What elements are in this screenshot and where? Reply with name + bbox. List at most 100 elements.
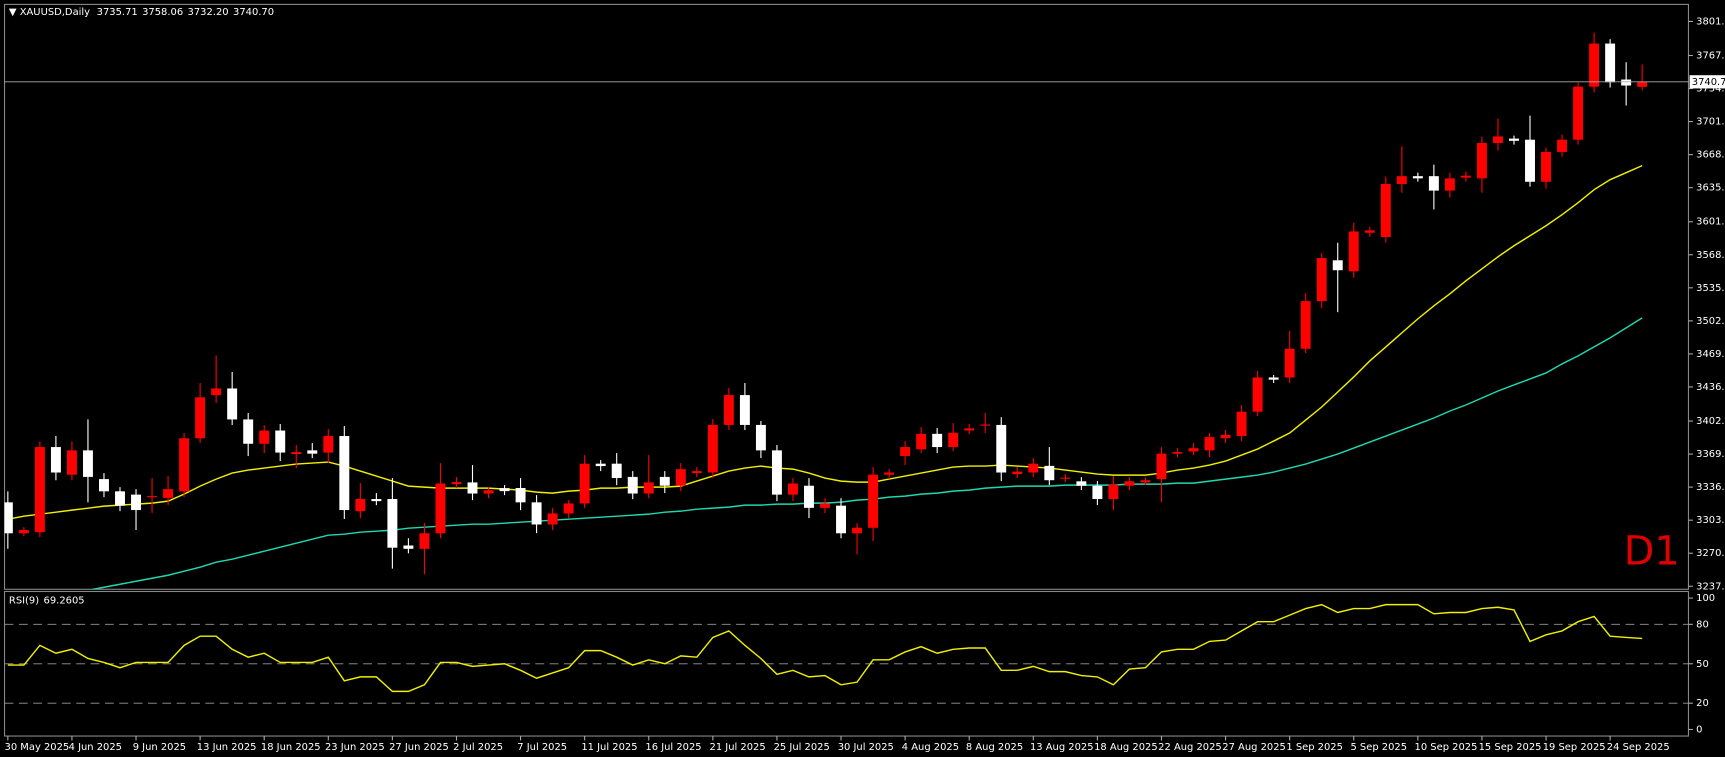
y-tick-label: 3270.00 [1696, 548, 1725, 559]
x-tick-label: 9 Jun 2025 [133, 742, 186, 753]
candle-body [34, 447, 45, 533]
candle-body [339, 436, 350, 511]
candle-body [1236, 411, 1247, 437]
x-tick-label: 25 Jul 2025 [774, 742, 830, 753]
x-tick-label: 22 Aug 2025 [1158, 742, 1222, 753]
open-label: 3735.71 [97, 7, 138, 18]
candle-body [996, 424, 1007, 473]
candle-body [131, 494, 141, 511]
y-tick-label: 3767.00 [1696, 50, 1725, 61]
candle-body [483, 490, 494, 494]
candle-body [1589, 43, 1600, 87]
candle-body [932, 433, 943, 448]
candle-body [787, 483, 798, 495]
candle-body [1348, 231, 1359, 272]
candle-body [1284, 348, 1295, 378]
y-tick-label: 3237.00 [1696, 581, 1725, 592]
candle-body [1509, 138, 1519, 141]
candle-body [499, 488, 510, 492]
candle-body [467, 482, 478, 494]
candle-body [643, 482, 654, 494]
y-tick-label: 3535.00 [1696, 283, 1725, 294]
candle-body [547, 513, 558, 525]
candle-body [1460, 175, 1471, 178]
candle-body [1396, 176, 1407, 184]
candle-body [980, 424, 991, 426]
x-tick-label: 18 Jun 2025 [261, 742, 321, 753]
candle-body [1492, 136, 1503, 144]
candle-body [1268, 377, 1279, 380]
candle-body [1252, 377, 1263, 412]
candle-body [1108, 484, 1119, 500]
candle-body [1525, 139, 1535, 182]
candle-body [900, 447, 911, 456]
candle-body [739, 395, 750, 425]
candle-body [804, 485, 814, 508]
candle-body [852, 527, 863, 534]
candle-body [1541, 151, 1551, 182]
candle-body [1557, 139, 1568, 152]
candle-body [659, 476, 670, 486]
candle-body [1124, 481, 1135, 486]
candle-body [1092, 485, 1103, 500]
candle-body [227, 388, 238, 420]
x-tick-label: 30 May 2025 [5, 742, 70, 753]
candle-body [1044, 465, 1055, 481]
y-tick-label: 20 [1696, 698, 1709, 709]
y-tick-label: 3801.00 [1696, 16, 1725, 27]
y-tick-label: 3668.00 [1696, 150, 1725, 161]
low-label: 3732.20 [188, 7, 229, 18]
candle-body [211, 388, 222, 396]
candle-body [755, 424, 766, 451]
current-price-label: 3740.70 [1692, 77, 1725, 88]
close-label: 3740.70 [233, 7, 274, 18]
candle-body [771, 450, 782, 495]
x-tick-label: 13 Jun 2025 [197, 742, 257, 753]
candle-body [307, 450, 318, 454]
y-tick-label: 3601.00 [1696, 217, 1725, 228]
candle-body [451, 482, 462, 485]
candle-body [563, 503, 574, 514]
moving-average [7, 164, 1643, 520]
candle-body [515, 488, 526, 503]
candle-body [707, 424, 718, 473]
y-tick-label: 3701.00 [1696, 117, 1725, 128]
y-tick-label: 3635.00 [1696, 183, 1725, 194]
x-tick-label: 21 Jul 2025 [710, 742, 766, 753]
x-tick-label: 4 Aug 2025 [902, 742, 959, 753]
candle-body [275, 430, 286, 453]
candle-body [115, 491, 125, 506]
y-tick-label: 3436.00 [1696, 382, 1725, 393]
candle-body [964, 428, 975, 431]
candle-body [419, 533, 430, 549]
x-tick-label: 2 Jul 2025 [453, 742, 503, 753]
x-tick-label: 8 Aug 2025 [966, 742, 1023, 753]
candle-body [884, 472, 895, 475]
candle-body [387, 499, 398, 548]
timeframe-annotation: D1 [1624, 528, 1680, 574]
candle-body [403, 545, 414, 549]
x-tick-label: 4 Jun 2025 [69, 742, 122, 753]
candle-body [579, 463, 590, 504]
candle-body [1140, 480, 1151, 483]
candle-body [66, 450, 77, 475]
candle-body [1300, 301, 1311, 349]
candle-body [147, 496, 158, 498]
y-tick-label: 80 [1696, 619, 1709, 630]
candle-body [4, 502, 13, 534]
candle-body [195, 397, 206, 439]
candle-body [18, 529, 29, 534]
candle-body [1332, 260, 1343, 271]
y-tick-label: 100 [1696, 593, 1715, 604]
candle-body [948, 432, 959, 448]
x-tick-label: 19 Sep 2025 [1543, 742, 1606, 753]
candle-body [1605, 43, 1616, 83]
rsi-title: RSI(9) [9, 595, 39, 606]
candle-body [1476, 143, 1487, 179]
current-price-box [1689, 75, 1725, 89]
x-tick-label: 7 Jul 2025 [517, 742, 567, 753]
candle-body [1621, 79, 1632, 86]
y-tick-label: 3469.00 [1696, 349, 1725, 360]
